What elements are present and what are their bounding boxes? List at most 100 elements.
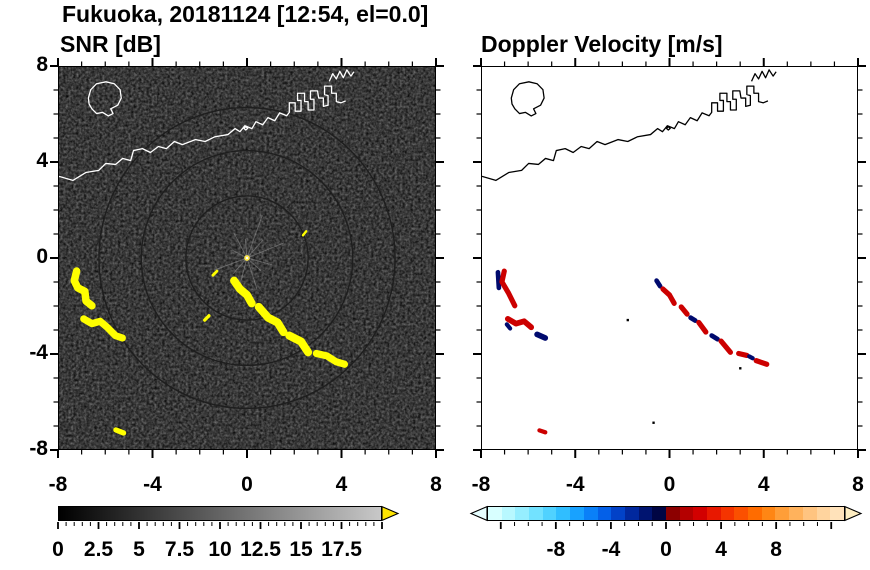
center-clutter-spoke xyxy=(244,238,248,259)
colorbar-segment xyxy=(720,507,735,520)
center-clutter-spoke xyxy=(213,257,248,271)
x-tick-label: -8 xyxy=(48,473,68,496)
colorbar-segment xyxy=(583,507,598,520)
radar-echo xyxy=(113,427,127,436)
radar-echo xyxy=(211,269,219,277)
y-tick-label: 8 xyxy=(36,53,48,76)
colorbar-segment xyxy=(679,507,694,520)
coastline-path xyxy=(482,85,769,182)
arrow-shape xyxy=(469,505,488,522)
vel-colorbar-overflow-arrow-icon xyxy=(844,505,863,522)
colorbar-segment xyxy=(761,507,776,520)
center-clutter-spoke xyxy=(239,257,248,286)
center-clutter-spoke xyxy=(232,257,248,275)
radar-echo xyxy=(230,276,256,308)
coastline-path xyxy=(750,69,777,82)
vel-panel-title: Doppler Velocity [m/s] xyxy=(481,31,723,57)
radar-echo xyxy=(654,278,663,289)
colorbar-tick-label: 0 xyxy=(660,538,672,561)
colorbar-segment xyxy=(693,507,707,520)
center-clutter-spoke xyxy=(246,215,263,259)
colorbar-segment xyxy=(789,507,803,520)
colorbar-tick-label: 7.5 xyxy=(164,538,195,561)
colorbar-tick-label: 12.5 xyxy=(240,538,281,561)
colorbar-segment xyxy=(775,507,790,520)
colorbar-segment xyxy=(611,507,625,520)
coastline-path xyxy=(87,81,122,117)
vel-plot xyxy=(482,67,857,449)
y-tick-label: 0 xyxy=(36,245,48,268)
radar-origin-core xyxy=(245,256,249,260)
center-clutter-spoke xyxy=(246,242,285,259)
snr-colorbar-overflow-arrow-icon xyxy=(381,505,400,522)
center-clutter-spoke xyxy=(233,232,248,259)
x-tick-label: 0 xyxy=(241,473,253,496)
vel-colorbar-underflow-arrow-icon xyxy=(469,505,488,522)
coastline-path xyxy=(59,85,346,182)
y-tick-label: -4 xyxy=(29,341,48,364)
colorbar-tick-label: -4 xyxy=(601,538,621,561)
y-tick-label: -8 xyxy=(29,437,48,460)
colorbar-tick-label: 17.5 xyxy=(321,538,362,561)
y-tick-label: 4 xyxy=(36,149,48,172)
radar-echo xyxy=(753,358,770,367)
range-ring xyxy=(185,195,309,321)
snr-plot xyxy=(59,67,435,449)
colorbar-tick-label: 2.5 xyxy=(83,538,114,561)
x-tick-label: 8 xyxy=(852,473,864,496)
vel-colorbar-ticks xyxy=(499,522,833,529)
coastline-path xyxy=(243,126,249,131)
center-clutter-spoke xyxy=(246,257,258,290)
x-tick-label: -4 xyxy=(565,473,585,496)
x-tick-label: -4 xyxy=(143,473,162,496)
radar-echo xyxy=(70,267,96,310)
snr-colorbar-ticks xyxy=(57,522,383,529)
arrow-shape xyxy=(381,505,400,522)
x-tick-label: 8 xyxy=(430,473,442,496)
coastline-path xyxy=(510,81,545,117)
colorbar-tick-label: 8 xyxy=(770,538,782,561)
radar-echo xyxy=(660,286,677,306)
radar-echo xyxy=(504,316,535,331)
colorbar-segment xyxy=(734,507,749,520)
radar-echo xyxy=(254,302,288,337)
snr-panel-title: SNR [dB] xyxy=(60,31,161,57)
colorbar-tick-label: 5 xyxy=(133,538,145,561)
coastline-path xyxy=(328,69,355,82)
arrow-shape xyxy=(844,505,863,522)
radar-echo xyxy=(312,349,349,368)
coastline-path xyxy=(665,126,671,131)
x-tick-label: 4 xyxy=(335,473,348,496)
snr-colorbar-bar xyxy=(58,506,382,521)
radar-echo xyxy=(537,428,548,435)
colorbar-tick-label: 4 xyxy=(715,538,727,561)
radar-echo xyxy=(504,322,513,331)
x-tick-label: 4 xyxy=(757,473,770,496)
echo-speck xyxy=(652,421,655,424)
range-ring xyxy=(140,149,354,367)
center-clutter-spoke xyxy=(246,257,273,266)
radar-echo xyxy=(709,333,720,342)
vel-background xyxy=(482,67,857,449)
colorbar-segment xyxy=(556,507,571,520)
colorbar-segment xyxy=(638,507,653,520)
colorbar-segment xyxy=(542,507,557,520)
colorbar-segment xyxy=(570,507,584,520)
center-clutter-spoke xyxy=(246,239,264,259)
colorbar-segment xyxy=(802,507,817,520)
radar-echo xyxy=(495,269,502,291)
figure-title: Fukuoka, 20181124 [12:54, el=0.0] xyxy=(62,1,429,27)
colorbar-tick-label: 10 xyxy=(208,538,232,561)
radar-echo xyxy=(747,354,755,361)
radar-echo xyxy=(203,314,211,322)
radar-echo xyxy=(80,315,126,342)
echo-speck xyxy=(626,318,629,322)
radar-echo xyxy=(534,331,549,341)
colorbar-segment xyxy=(501,507,516,520)
colorbar-segment xyxy=(830,507,844,520)
radar-echo xyxy=(285,331,313,357)
radar-echo xyxy=(678,304,690,317)
radar-echo xyxy=(736,350,750,359)
colorbar-segment xyxy=(816,507,831,520)
